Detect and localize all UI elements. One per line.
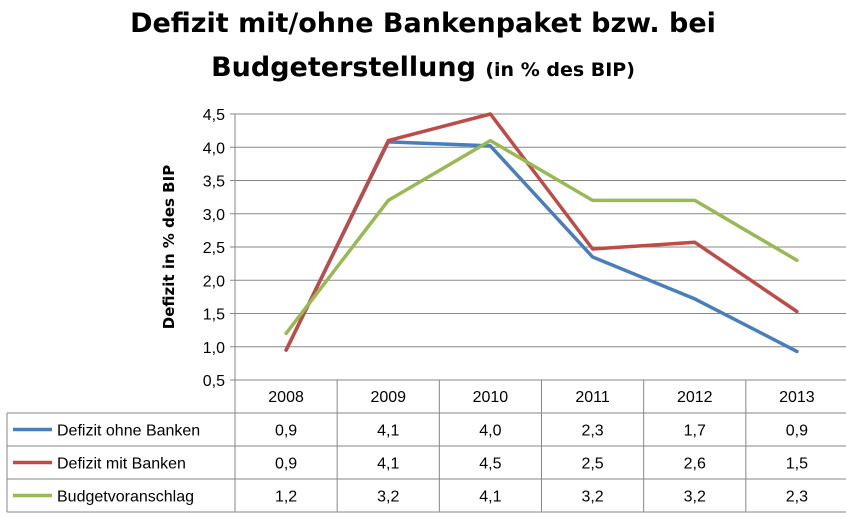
data-label: 4,1 bbox=[377, 423, 399, 440]
data-label: 1,5 bbox=[786, 456, 808, 473]
chart-title-unit: (in % des BIP) bbox=[485, 59, 635, 81]
data-label: 4,5 bbox=[479, 456, 501, 473]
data-label: 2,5 bbox=[581, 456, 603, 473]
data-label: 0,9 bbox=[275, 456, 297, 473]
y-tick-label: 2,0 bbox=[203, 273, 225, 290]
y-tick-label: 2,5 bbox=[203, 240, 225, 257]
x-tick-label: 2010 bbox=[473, 389, 509, 406]
y-tick-label: 3,0 bbox=[203, 207, 225, 224]
axes bbox=[230, 113, 236, 381]
y-tick-label: 4,0 bbox=[203, 140, 225, 157]
gridlines bbox=[235, 113, 846, 348]
chart-title-line2: Budgeterstellung bbox=[211, 52, 476, 83]
legend-entry: Defizit mit Banken bbox=[57, 456, 186, 473]
legend-entry: Defizit ohne Banken bbox=[57, 423, 200, 440]
data-label: 4,1 bbox=[479, 489, 501, 506]
y-tick-label: 4,5 bbox=[203, 107, 225, 124]
data-label: 0,9 bbox=[786, 423, 808, 440]
series-lines bbox=[284, 112, 799, 354]
data-label: 3,2 bbox=[684, 489, 706, 506]
series-line bbox=[284, 112, 799, 352]
data-label: 3,2 bbox=[377, 489, 399, 506]
data-label: 4,0 bbox=[479, 423, 501, 440]
data-label: 0,9 bbox=[275, 423, 297, 440]
data-label: 3,2 bbox=[581, 489, 603, 506]
y-tick-label: 1,5 bbox=[203, 307, 225, 324]
data-label: 4,1 bbox=[377, 456, 399, 473]
x-tick-label: 2009 bbox=[370, 389, 406, 406]
legend-entry: Budgetvoranschlag bbox=[57, 489, 194, 506]
data-label: 1,7 bbox=[684, 423, 706, 440]
data-table: 2008 2009 2010 2011 2012 2013 Defizit ohne Ban… bbox=[6, 379, 846, 513]
data-label: 2,3 bbox=[786, 489, 808, 506]
chart-title-line1: Defizit mit/ohne Bankenpaket bzw. bei bbox=[130, 8, 716, 39]
x-tick-label: 2013 bbox=[779, 389, 815, 406]
y-tick-labels: 0,5 1,0 1,5 2,0 2,5 3,0 3,5 4,0 4,5 bbox=[203, 107, 225, 390]
chart-title: Defizit mit/ohne Bankenpaket bzw. bei Bu… bbox=[0, 2, 846, 92]
x-tick-label: 2011 bbox=[575, 389, 610, 406]
y-tick-label: 1,0 bbox=[203, 340, 225, 357]
series-line bbox=[284, 138, 799, 336]
data-label: 2,6 bbox=[684, 456, 706, 473]
y-tick-label: 0,5 bbox=[203, 373, 225, 390]
x-tick-label: 2008 bbox=[268, 389, 304, 406]
x-tick-label: 2012 bbox=[677, 389, 713, 406]
data-label: 1,2 bbox=[275, 489, 297, 506]
y-axis-label: Defizit in % des BIP bbox=[160, 165, 178, 329]
data-label: 2,3 bbox=[581, 423, 603, 440]
y-tick-label: 3,5 bbox=[203, 174, 225, 191]
